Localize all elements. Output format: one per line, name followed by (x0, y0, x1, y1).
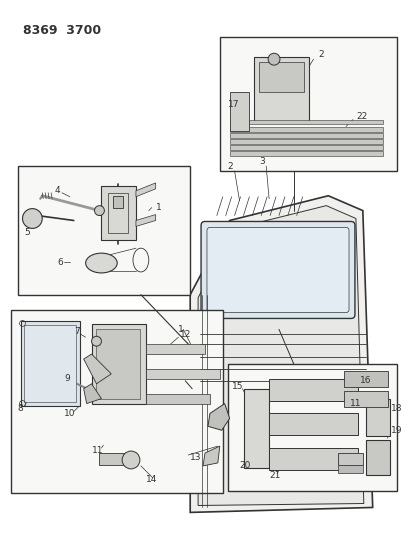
FancyBboxPatch shape (200, 222, 354, 318)
Text: 14: 14 (146, 475, 157, 484)
Bar (258, 62, 303, 92)
Polygon shape (207, 403, 229, 430)
Circle shape (22, 208, 42, 229)
Bar (268, 414, 357, 435)
Text: 2: 2 (227, 161, 233, 171)
Text: 22: 22 (355, 112, 366, 121)
Text: 7: 7 (74, 327, 79, 336)
Bar (337, 453, 362, 465)
Text: 20: 20 (239, 462, 250, 471)
Bar (146, 369, 219, 379)
Bar (96, 329, 139, 399)
Bar (18, 166, 190, 295)
Text: 1: 1 (178, 325, 184, 334)
Text: 2: 2 (318, 50, 323, 59)
Text: 13: 13 (190, 454, 201, 463)
Text: 8369  3700: 8369 3700 (22, 24, 100, 37)
Bar (229, 92, 249, 132)
Text: 15: 15 (231, 382, 243, 391)
Text: 8: 8 (18, 404, 23, 413)
Text: 19: 19 (391, 426, 402, 435)
Text: 12: 12 (180, 330, 191, 339)
Bar (108, 193, 128, 233)
Bar (229, 146, 382, 150)
Bar (365, 440, 389, 475)
Circle shape (267, 53, 279, 65)
Bar (25, 325, 76, 401)
Text: 6: 6 (57, 257, 63, 266)
Bar (337, 465, 362, 473)
Text: 18: 18 (391, 404, 402, 413)
Polygon shape (83, 384, 101, 403)
Text: 16: 16 (359, 376, 371, 385)
Polygon shape (83, 354, 111, 384)
FancyBboxPatch shape (207, 228, 348, 312)
Bar (244, 389, 268, 468)
Bar (101, 186, 136, 240)
Text: 17: 17 (227, 100, 238, 109)
Bar (268, 379, 357, 401)
Text: 9: 9 (64, 374, 70, 383)
Text: 1: 1 (155, 203, 161, 212)
Text: 21: 21 (268, 471, 280, 480)
Text: 5: 5 (25, 228, 30, 237)
Bar (229, 151, 382, 156)
Bar (20, 321, 79, 406)
Text: 11: 11 (349, 399, 361, 408)
Text: 11: 11 (91, 446, 103, 455)
Bar (229, 119, 382, 125)
Bar (113, 196, 123, 208)
Polygon shape (190, 196, 372, 512)
Circle shape (94, 206, 104, 215)
Bar (343, 371, 388, 387)
Polygon shape (198, 206, 363, 505)
Bar (219, 37, 396, 171)
Polygon shape (202, 446, 219, 466)
Circle shape (91, 336, 101, 346)
Bar (146, 394, 209, 403)
Bar (11, 310, 222, 492)
Bar (229, 139, 382, 144)
Bar (91, 325, 146, 403)
Bar (254, 57, 308, 122)
Polygon shape (136, 183, 155, 197)
Ellipse shape (85, 253, 117, 273)
Bar (268, 448, 357, 470)
Bar (99, 453, 134, 465)
Text: 4: 4 (54, 187, 60, 195)
Bar (229, 133, 382, 139)
Bar (146, 344, 204, 354)
Bar (343, 391, 388, 407)
Bar (227, 364, 396, 491)
Circle shape (122, 451, 139, 469)
Text: 3: 3 (258, 157, 264, 166)
Polygon shape (136, 215, 155, 227)
Bar (365, 399, 389, 436)
Text: 10: 10 (64, 409, 75, 418)
Bar (229, 127, 382, 132)
